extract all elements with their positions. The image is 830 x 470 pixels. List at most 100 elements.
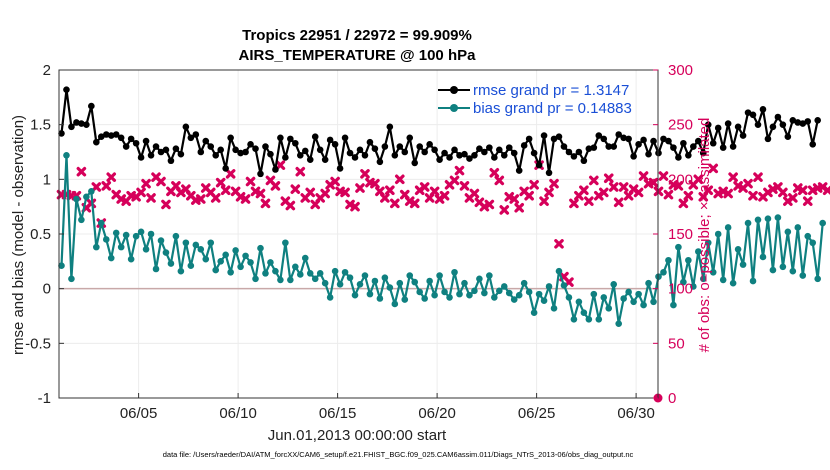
bias-point (466, 291, 473, 299)
bias-point (406, 272, 414, 279)
bias-point (749, 277, 757, 285)
bias-point (227, 268, 234, 276)
obs-assimilated-point (514, 202, 524, 213)
rmse-point (520, 142, 528, 149)
rmse-point (505, 144, 513, 151)
obs-assimilated-point (439, 190, 450, 201)
rmse-point (451, 146, 458, 154)
obs-assimilated-point (589, 175, 599, 186)
bias-point (202, 255, 210, 263)
obs-assimilated-point (156, 176, 166, 187)
rmse-point (187, 134, 195, 142)
rmse-point (137, 154, 145, 161)
obs-assimilated-point (270, 181, 281, 191)
x-tick-label: 06/05 (120, 405, 158, 422)
obs-assimilated-point (350, 201, 360, 212)
rmse-point (575, 148, 583, 156)
rmse-point (301, 147, 309, 155)
y-axis-label-left: rmse and bias (model - observation) (10, 115, 27, 355)
bias-point (560, 282, 568, 289)
bias-point (242, 252, 249, 260)
bias-point (58, 262, 65, 270)
obs-assimilated-point (544, 187, 554, 198)
x-tick-label: 06/20 (418, 405, 456, 422)
rmse-point (311, 133, 319, 140)
bias-point (83, 193, 90, 201)
rmse-point (112, 131, 120, 138)
bias-point (451, 268, 458, 276)
rmse-point (436, 156, 443, 163)
rmse-point (540, 132, 548, 139)
bias-point (685, 256, 692, 264)
obs-assimilated-point (394, 174, 405, 185)
footer-data-file: data file: /Users/raeder/DAI/ATM_forcXX/… (163, 450, 634, 459)
bias-point (724, 224, 732, 231)
rmse-point (351, 154, 359, 161)
right-tick-label: 250 (668, 117, 693, 134)
rmse-point (555, 133, 563, 140)
rmse-point (595, 132, 603, 139)
bias-point (814, 275, 822, 283)
rmse-point (391, 151, 399, 159)
obs-assimilated-point (608, 182, 619, 192)
obs-assimilated-point (723, 188, 733, 199)
rmse-point (78, 120, 85, 127)
obs-assimilated-point (106, 172, 117, 182)
bias-point (446, 294, 453, 301)
bias-point (819, 219, 826, 227)
bias-point (257, 244, 264, 252)
bias-point (182, 239, 190, 247)
obs-assimilated-point (489, 167, 500, 178)
bias-point (515, 291, 523, 299)
rmse-point (411, 159, 419, 167)
bias-point (719, 276, 727, 284)
obs-assimilated-point (370, 178, 380, 189)
bias-point (491, 294, 498, 301)
rmse-point (426, 141, 433, 148)
rmse-point (635, 141, 642, 148)
obs-assimilated-point (320, 188, 330, 199)
bias-point (550, 305, 558, 312)
bias-point (789, 267, 797, 275)
rmse-point (486, 144, 493, 151)
rmse-point (262, 143, 269, 150)
bias-point (500, 283, 508, 290)
rmse-point (396, 143, 404, 150)
rmse-point (247, 141, 254, 148)
obs-assimilated-point (215, 177, 226, 188)
obs-assimilated-point (613, 197, 624, 208)
obs-assimilated-point (469, 188, 480, 199)
bias-point (381, 274, 389, 282)
obs-assimilated-point (380, 193, 390, 203)
bias-point (680, 278, 687, 286)
rmse-point (580, 157, 588, 165)
rmse-point (272, 166, 279, 173)
obs-series (56, 160, 830, 403)
obs-assimilated-point (136, 187, 146, 198)
rmse-point (386, 123, 394, 131)
bias-point (580, 309, 588, 317)
rmse-point (321, 156, 329, 163)
bias-point (610, 280, 618, 288)
rmse-point (107, 132, 115, 139)
rmse-point (784, 133, 792, 140)
rmse-point (162, 146, 170, 154)
bias-point (456, 290, 463, 298)
bias-point (461, 279, 468, 287)
obs-assimilated-point (524, 190, 534, 201)
bias-point (779, 263, 787, 271)
rmse-point (680, 139, 687, 147)
bias-point (376, 295, 384, 302)
obs-assimilated-point (459, 181, 470, 191)
bias-point (68, 275, 75, 283)
rmse-point (685, 151, 692, 159)
obs-assimilated-point (355, 183, 365, 193)
obs-assimilated-point (802, 196, 813, 206)
rmse-point (754, 121, 762, 128)
rmse-point (650, 137, 657, 145)
rmse-point (73, 119, 80, 126)
left-tick-label: 0.5 (30, 226, 51, 243)
rmse-point (282, 154, 289, 161)
right-tick-label: 0 (668, 390, 676, 407)
rmse-point (719, 144, 727, 151)
